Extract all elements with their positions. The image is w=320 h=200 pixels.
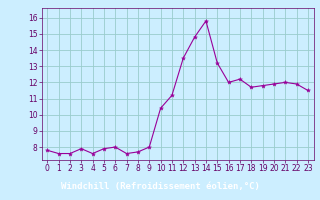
Text: Windchill (Refroidissement éolien,°C): Windchill (Refroidissement éolien,°C) xyxy=(60,182,260,192)
